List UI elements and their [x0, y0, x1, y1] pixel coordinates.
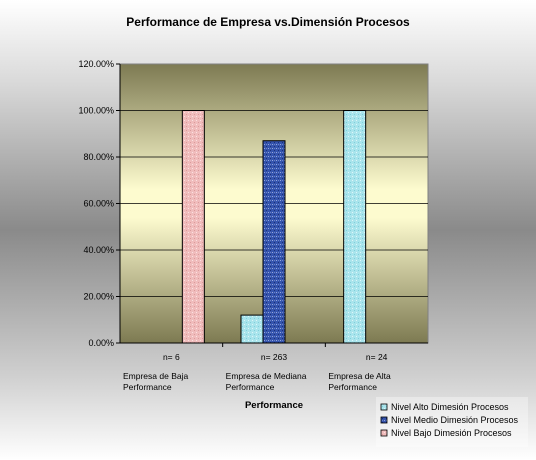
bar-alto-2: [240, 314, 264, 344]
category-label: Empresa de Alta: [328, 371, 391, 381]
legend-swatch: [380, 416, 388, 424]
legend-box: [376, 397, 528, 447]
legend-swatch: [380, 403, 388, 411]
y-tick-label: 120.00%: [78, 59, 114, 69]
bar-alto-3: [343, 110, 367, 344]
y-tick-label: 20.00%: [83, 292, 114, 302]
chart-title: Performance de Empresa vs.Dimensión Proc…: [126, 15, 410, 29]
x-axis-title: Performance: [245, 400, 303, 411]
y-tick-label: 80.00%: [83, 152, 114, 162]
y-tick-label: 60.00%: [83, 199, 114, 209]
category-label: Empresa de Baja: [123, 371, 188, 381]
category-label: Performance: [226, 382, 275, 392]
category-n-label: n= 6: [163, 352, 180, 362]
legend: Nivel Alto Dimesión Procesos Nivel Medio …: [380, 402, 519, 438]
category-label: Empresa de Mediana: [226, 371, 307, 381]
legend-label: Nivel Medio Dimesión Procesos: [391, 415, 519, 425]
y-tick-label: 0.00%: [88, 338, 114, 348]
bars: [181, 110, 367, 344]
y-tick-label: 40.00%: [83, 245, 114, 255]
bar-bajo-1: [181, 110, 205, 344]
bar-medio-2: [262, 140, 286, 344]
category-n-label: n= 24: [366, 352, 388, 362]
category-label: Performance: [123, 382, 172, 392]
category-n-label: n= 263: [261, 352, 288, 362]
category-label: Performance: [328, 382, 377, 392]
legend-swatch: [380, 429, 388, 437]
y-tick-label: 100.00%: [78, 106, 114, 116]
legend-label: Nivel Alto Dimesión Procesos: [391, 402, 509, 412]
y-axis: 0.00% 20.00% 40.00% 60.00% 80.00% 100.00% 120.…: [78, 59, 121, 348]
legend-label: Nivel Bajo Dimesión Procesos: [391, 428, 512, 438]
